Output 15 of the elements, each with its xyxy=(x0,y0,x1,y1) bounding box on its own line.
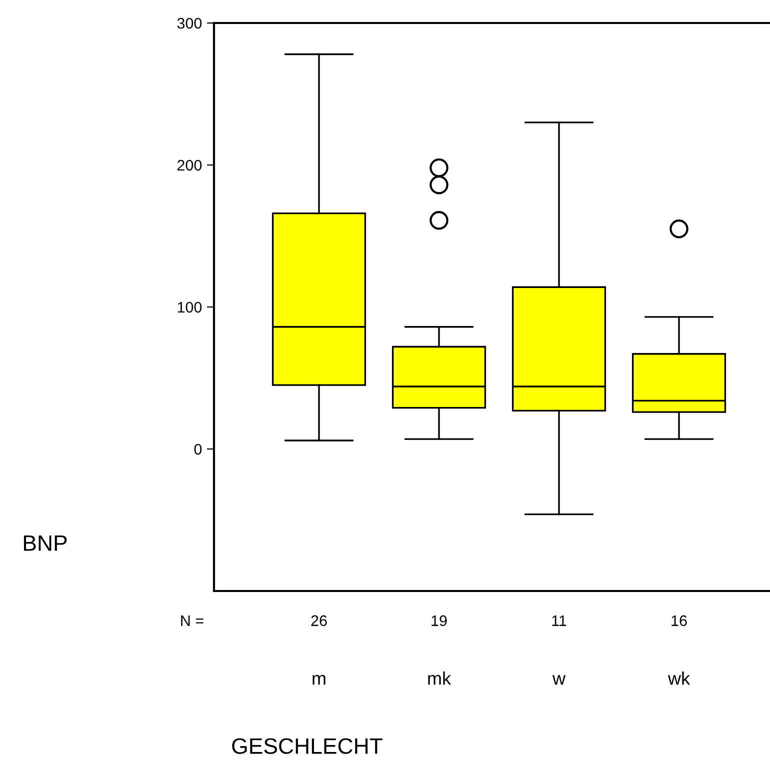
y-tick-label: 0 xyxy=(194,444,202,455)
y-tick-label: 200 xyxy=(177,160,202,171)
x-tick-label: w xyxy=(552,675,566,685)
text: 11 xyxy=(552,615,566,626)
text: 19 xyxy=(432,615,447,626)
text: 16 xyxy=(672,615,687,626)
text: N = xyxy=(181,615,204,626)
x-tick-label: wk xyxy=(668,672,690,685)
text: 26 xyxy=(311,615,327,626)
y-tick-label: 300 xyxy=(177,18,202,29)
x-tick-label: m xyxy=(312,674,326,685)
x-axis-title: GESCHLECHT xyxy=(232,738,382,754)
x-tick-label: mk xyxy=(428,672,452,685)
y-tick-label: 100 xyxy=(178,302,202,313)
y-axis-title: BNP xyxy=(24,535,67,551)
